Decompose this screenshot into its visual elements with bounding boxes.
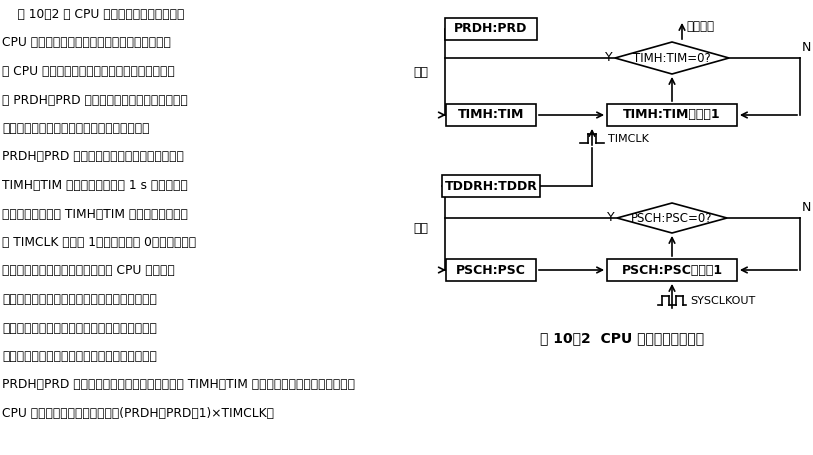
Text: TDDRH:TDDR: TDDRH:TDDR — [445, 180, 537, 192]
Text: SYSCLKOUT: SYSCLKOUT — [690, 295, 755, 305]
Text: 装载: 装载 — [414, 66, 428, 79]
Text: 样，计数器寄存器 TIMH；TIM 里面的值每隔－－: 样，计数器寄存器 TIMH；TIM 里面的值每隔－－ — [2, 207, 188, 221]
Text: PRDH:PRD: PRDH:PRD — [454, 22, 528, 35]
Text: 时就会产生一个中断信号，关于中断的知识将在: 时就会产生一个中断信号，关于中断的知识将在 — [2, 293, 157, 306]
Text: 好 CPU 定时器周期寄存器的值，然后给周期寄存: 好 CPU 定时器周期寄存器的值，然后给周期寄存 — [2, 65, 175, 78]
Bar — [442, 175, 540, 197]
Text: PRDH；PRD 里面的值重新装载入计数器寄存器 TIMH；TIM 中，周而复始地循环下去。一个: PRDH；PRD 里面的值重新装载入计数器寄存器 TIMH；TIM 中，周而复始… — [2, 379, 355, 391]
Text: 个 TIMCLK 就减小 1，直到计数到 0，完成一个周: 个 TIMCLK 就减小 1，直到计数到 0，完成一个周 — [2, 236, 196, 249]
Text: PRDH；PRD 里面的值装载进定时器计数寄存器: PRDH；PRD 里面的值装载进定时器计数寄存器 — [2, 151, 184, 163]
Text: Y: Y — [607, 211, 615, 224]
Text: CPU 定时器工作前，先要根据实际的需求，计算: CPU 定时器工作前，先要根据实际的需求，计算 — [2, 36, 171, 50]
Text: 装载: 装载 — [414, 222, 428, 234]
Text: 下一章中详细介绍。完成一个周期的计数后，在: 下一章中详细介绍。完成一个周期的计数后，在 — [2, 322, 157, 334]
Polygon shape — [617, 203, 727, 233]
Text: PSCH:PSC计数减1: PSCH:PSC计数减1 — [621, 263, 723, 277]
Bar — [446, 104, 536, 126]
Bar — [607, 104, 737, 126]
Text: TIMH；TIM 中。好比闹钟每隔 1 s 走动一下一: TIMH；TIM 中。好比闹钟每隔 1 s 走动一下一 — [2, 179, 188, 192]
Text: TIMH:TIM: TIMH:TIM — [458, 108, 524, 121]
Text: PSCH:PSC: PSCH:PSC — [456, 263, 526, 277]
Text: CPU 定时器周期所经历的时间为(PRDH；PRD＋1)×TIMCLK。: CPU 定时器周期所经历的时间为(PRDH；PRD＋1)×TIMCLK。 — [2, 407, 274, 420]
Text: N: N — [802, 41, 811, 54]
Text: 中断信号: 中断信号 — [686, 20, 714, 33]
Text: 图 10－2 为 CPU 定时器的工作示意图。在: 图 10－2 为 CPU 定时器的工作示意图。在 — [2, 8, 185, 21]
Text: Y: Y — [606, 51, 613, 64]
Bar — [445, 18, 537, 40]
Polygon shape — [615, 42, 729, 74]
Text: 一样。当启动定时器开始计数时，周期寄存器: 一样。当启动定时器开始计数时，周期寄存器 — [2, 122, 150, 135]
Text: TIMH:TIM=0?: TIMH:TIM=0? — [633, 51, 711, 65]
Bar — [446, 259, 536, 281]
Text: N: N — [802, 201, 811, 214]
Text: 下一个定时器输入时钟周期开始时，周期寄存器: 下一个定时器输入时钟周期开始时，周期寄存器 — [2, 350, 157, 363]
Text: 图 10－2  CPU 定时器工作示意图: 图 10－2 CPU 定时器工作示意图 — [541, 331, 705, 345]
Text: TIMCLK: TIMCLK — [608, 133, 649, 143]
Text: TIMH:TIM计数减1: TIMH:TIM计数减1 — [624, 108, 721, 121]
Text: PSCH:PSC=0?: PSCH:PSC=0? — [631, 212, 713, 224]
Text: 器 PRDH；PRD 赋值，这就好比给闹钟设定时间: 器 PRDH；PRD 赋值，这就好比给闹钟设定时间 — [2, 93, 188, 106]
Text: 期的计数。闹钟到点后会打铃，而 CPU 定时器这: 期的计数。闹钟到点后会打铃，而 CPU 定时器这 — [2, 264, 175, 278]
Bar — [607, 259, 737, 281]
